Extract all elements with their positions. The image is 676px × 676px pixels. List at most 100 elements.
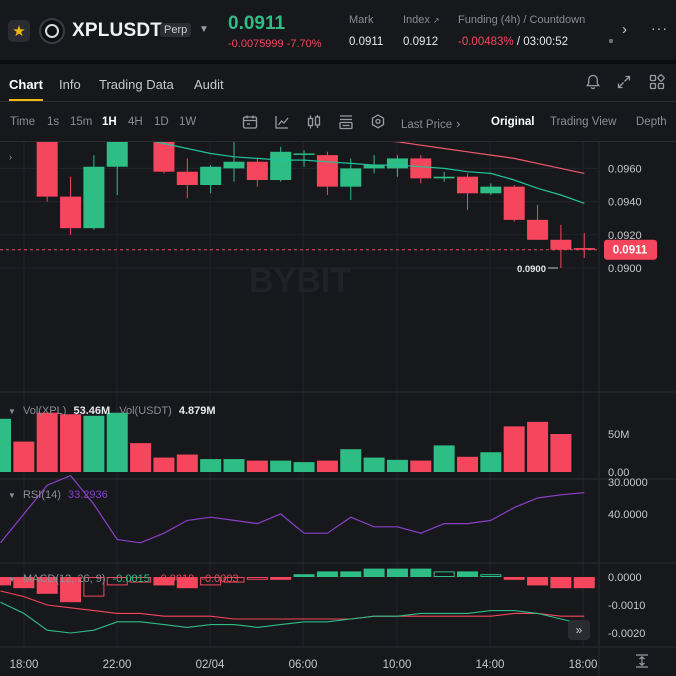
collapse-main-pane-icon[interactable]: › [9,152,12,162]
last-price-tag-label: 0.0911 [613,245,648,257]
volume-bar [363,457,385,472]
macd-dea-line [0,590,585,620]
candle-body [200,166,222,185]
settings-gear-icon[interactable] [369,113,387,131]
chevron-right-icon[interactable]: › [622,21,627,38]
layout-grid-icon[interactable] [648,73,666,91]
chevron-right-icon: › [456,116,461,131]
index-value: 0.0912 [403,36,439,48]
coin-logo-icon [39,18,65,44]
tab-chart[interactable]: Chart [9,77,43,92]
volume-bar [200,459,222,472]
header-divider [0,60,676,64]
symbol-name[interactable]: XPLUSDT [72,20,163,41]
candle-body [153,138,175,172]
price-tick-label: 0.0960 [608,163,642,175]
volume-bar [246,460,268,472]
macd-histogram-bar [36,577,58,594]
price-type-label: Last Price [401,119,453,131]
candle-body [36,125,58,197]
price-change: -0.0075999 -7.70% [228,38,322,50]
candle-body [176,171,198,185]
symbol-dropdown-icon[interactable]: ▼ [199,24,209,35]
macd-histogram-bar [106,577,128,586]
funding-separator: / [513,36,524,48]
macd-legend: ▼ MACD(12, 26, 9) -0.0015 -0.0018 -0.000… [8,573,239,585]
volume-value: 53.46M [73,405,111,417]
volume-legend: ▼ Vol(XPL) 53.46M Vol(USDT) 4.879M [8,405,216,417]
interval-1s[interactable]: 1s [47,116,60,128]
scroll-to-latest-icon[interactable]: » [568,620,590,640]
time-tick-label: 02/04 [196,659,225,671]
macd-histogram-bar [13,577,35,589]
fullscreen-icon[interactable] [615,73,633,91]
view-depth[interactable]: Depth [636,116,667,128]
tab-audit[interactable]: Audit [194,77,224,92]
collapse-icon[interactable]: ▼ [8,575,16,584]
rsi-line [0,474,585,544]
macd-histogram-bar [363,568,385,577]
macd-label: MACD(12, 26, 9) [22,573,106,585]
view-trading-view[interactable]: Trading View [550,116,617,128]
time-tick-label: 18:00 [10,659,39,671]
rsi-legend: ▼ RSI(14) 33.2936 [8,489,108,501]
volume-bar [83,415,105,472]
volume-bar [457,456,478,472]
time-tick-label: 14:00 [476,659,505,671]
macd-histogram-bar [410,568,432,577]
collapse-icon[interactable]: ▼ [8,491,16,500]
candle-body [480,186,502,194]
view-original[interactable]: Original [491,116,535,128]
auto-fit-icon[interactable] [634,653,650,669]
volume-bar [60,414,82,472]
interval-4h[interactable]: 4H [128,116,143,128]
macd-histogram-bar [316,571,338,577]
macd-histogram-bar [293,574,315,577]
macd-histogram-bar [433,571,455,577]
macd-histogram-bar [340,571,362,577]
external-link-icon: ↗ [432,16,440,25]
volume-bar [527,421,549,472]
funding-value: -0.00483% / 03:00:52 [458,36,568,48]
macd-histogram-bar [0,577,11,586]
volume-bar [270,460,292,472]
time-tick-label: 10:00 [383,659,412,671]
collapse-icon[interactable]: ▼ [8,407,16,416]
interval-15m[interactable]: 15m [70,116,93,128]
tab-trading-data[interactable]: Trading Data [99,77,174,92]
candlestick-icon[interactable] [305,113,323,131]
volume-tick-label: 0.00 [608,467,629,479]
candle-body [246,161,268,181]
interval-1w[interactable]: 1W [179,116,197,128]
index-label[interactable]: Index ↗ [403,14,440,26]
tab-info[interactable]: Info [59,77,81,92]
candle-body [293,153,315,155]
alert-bell-icon[interactable] [584,73,602,91]
interval-1d[interactable]: 1D [154,116,169,128]
volume-bar [433,445,455,472]
more-icon[interactable]: ··· [651,20,668,36]
candle-body [573,248,595,250]
volume-bar [36,412,58,472]
interval-1h[interactable]: 1H [102,116,117,128]
favorite-star-icon[interactable]: ★ [8,20,30,42]
volume-bar [386,459,408,472]
macd-histogram-bar [83,577,105,597]
macd-histogram-bar [60,577,82,603]
mark-label: Mark [349,14,374,26]
time-label: Time [10,116,36,128]
volume-bar [503,426,525,472]
volume-bar [293,462,315,472]
indicator-settings-icon[interactable] [337,113,355,131]
volume-usdt-label: Vol(USDT) [119,405,172,417]
macd-histogram-bar [176,577,198,589]
index-label-text: Index [403,14,430,26]
candle-body [550,239,572,250]
volume-label: Vol(XPL) [22,405,67,417]
line-chart-icon[interactable] [273,113,291,131]
active-tab-indicator [9,99,43,101]
volume-bar [410,460,432,472]
macd-tick-label: -0.0020 [608,628,645,640]
calendar-icon[interactable] [241,113,259,131]
price-type-select[interactable]: Last Price › [401,116,460,131]
